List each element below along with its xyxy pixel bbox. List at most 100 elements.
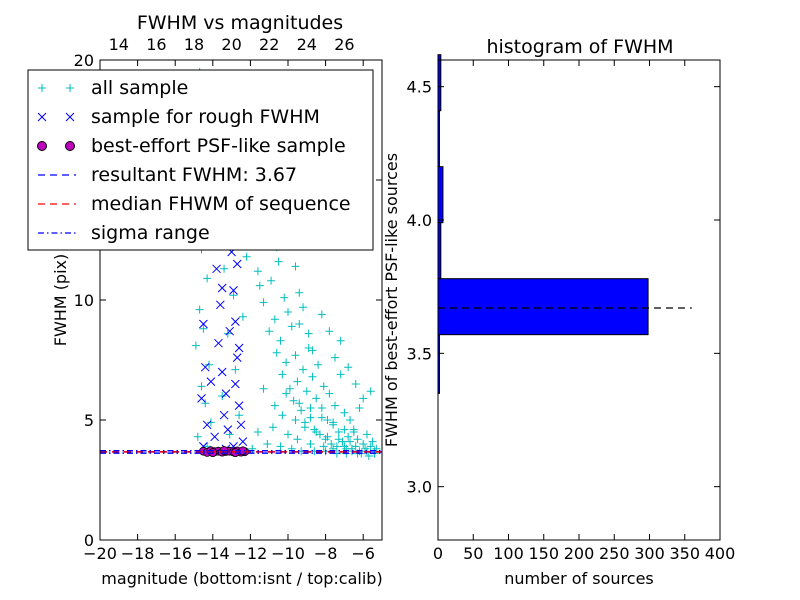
- legend-label: all sample: [91, 77, 188, 99]
- scatter-plot-area: [100, 68, 382, 460]
- point-all-sample: [295, 288, 304, 297]
- histogram-bar: [437, 278, 649, 336]
- x-tick-label: −10: [271, 544, 305, 563]
- point-all-sample: [284, 430, 292, 439]
- point-all-sample: [259, 384, 268, 393]
- point-all-sample: [289, 396, 298, 405]
- point-rough-sample: [214, 338, 223, 348]
- scatter-legend: all sample sample for rough FWHM best-effo…: [27, 69, 374, 251]
- x-tick-label: −8: [314, 544, 338, 563]
- point-all-sample: [231, 365, 240, 374]
- y-tick-label: 3.5: [407, 344, 432, 363]
- legend-label: median FHWM of sequence: [91, 193, 351, 215]
- point-all-sample: [293, 377, 302, 386]
- point-all-sample: [366, 387, 375, 396]
- legend-marker: [66, 84, 74, 92]
- y-tick-label: 5: [84, 411, 94, 430]
- top-x-tick-label: 18: [184, 35, 204, 54]
- y-tick-label: 0: [84, 531, 94, 550]
- point-all-sample: [317, 413, 326, 422]
- scatter-xlabel: magnitude (bottom:isnt / top:calib): [101, 569, 382, 588]
- point-all-sample: [331, 353, 339, 362]
- histogram-xlabel: number of sources: [504, 569, 654, 588]
- point-all-sample: [306, 413, 315, 422]
- point-all-sample: [346, 437, 355, 446]
- point-all-sample: [364, 452, 373, 460]
- legend-label: sample for rough FWHM: [91, 106, 320, 128]
- point-all-sample: [312, 394, 321, 403]
- point-all-sample: [280, 293, 289, 302]
- top-x-tick-label: 26: [334, 35, 354, 54]
- point-all-sample: [336, 370, 345, 379]
- point-rough-sample: [200, 362, 210, 372]
- point-rough-sample: [210, 432, 220, 442]
- point-all-sample: [319, 382, 328, 391]
- point-all-sample: [284, 308, 292, 316]
- x-tick-label: −18: [121, 544, 155, 563]
- point-all-sample: [340, 425, 349, 434]
- point-all-sample: [193, 432, 202, 441]
- legend-marker: [37, 141, 47, 151]
- point-all-sample: [282, 358, 291, 367]
- point-all-sample: [203, 274, 212, 283]
- point-rough-sample: [212, 264, 221, 274]
- point-all-sample: [293, 435, 302, 444]
- point-all-sample: [368, 437, 377, 446]
- point-all-sample: [349, 428, 358, 436]
- point-all-sample: [306, 404, 315, 412]
- point-rough-sample: [232, 353, 242, 362]
- point-all-sample: [340, 442, 349, 451]
- point-all-sample: [270, 315, 279, 324]
- point-rough-sample: [232, 259, 242, 269]
- histogram-title: histogram of FWHM: [486, 36, 673, 58]
- point-all-sample: [278, 411, 287, 420]
- point-all-sample: [344, 363, 353, 372]
- point-all-sample: [355, 404, 364, 412]
- point-all-sample: [359, 440, 368, 448]
- x-tick-label: 300: [634, 544, 665, 563]
- y-tick-label: 3.0: [407, 478, 432, 497]
- point-all-sample: [336, 336, 345, 345]
- point-all-sample: [235, 411, 244, 420]
- point-all-sample: [323, 432, 332, 441]
- top-x-tick-label: 14: [109, 35, 129, 54]
- point-all-sample: [274, 257, 283, 266]
- point-all-sample: [191, 341, 200, 350]
- legend-marker: [38, 84, 46, 92]
- point-all-sample: [253, 267, 262, 276]
- point-all-sample: [329, 418, 338, 427]
- legend-label: resultant FWHM: 3.67: [91, 164, 297, 186]
- point-all-sample: [325, 389, 334, 398]
- point-all-sample: [347, 444, 356, 453]
- point-rough-sample: [197, 394, 206, 403]
- point-all-sample: [206, 418, 215, 427]
- point-all-sample: [297, 406, 306, 415]
- point-all-sample: [317, 404, 326, 412]
- x-tick-label: −14: [196, 544, 230, 563]
- point-all-sample: [299, 303, 308, 312]
- point-all-sample: [319, 442, 328, 451]
- point-all-sample: [353, 435, 362, 444]
- point-all-sample: [334, 435, 343, 444]
- top-x-tick-label: 22: [259, 35, 279, 54]
- scatter-title: FWHM vs magnitudes: [137, 12, 343, 34]
- point-all-sample: [218, 392, 227, 400]
- point-all-sample: [205, 360, 214, 369]
- x-tick-label: −12: [234, 544, 268, 563]
- point-all-sample: [295, 399, 304, 408]
- point-all-sample: [255, 281, 264, 290]
- x-tick-label: 350: [669, 544, 700, 563]
- point-all-sample: [238, 312, 247, 321]
- legend-label: best-effort PSF-like sample: [91, 135, 346, 157]
- point-all-sample: [259, 298, 268, 307]
- point-all-sample: [362, 430, 371, 439]
- point-all-sample: [308, 346, 317, 355]
- top-x-tick-label: 20: [221, 35, 241, 54]
- point-all-sample: [299, 365, 308, 374]
- point-all-sample: [351, 380, 360, 388]
- point-rough-sample: [231, 317, 240, 326]
- top-x-tick-label: 24: [297, 35, 317, 54]
- histogram-panel: 0 50 100 150 200 250 300 350 400 3.0 3.5 4.0 4.5 his…: [382, 36, 735, 588]
- x-tick-label: −16: [158, 544, 192, 563]
